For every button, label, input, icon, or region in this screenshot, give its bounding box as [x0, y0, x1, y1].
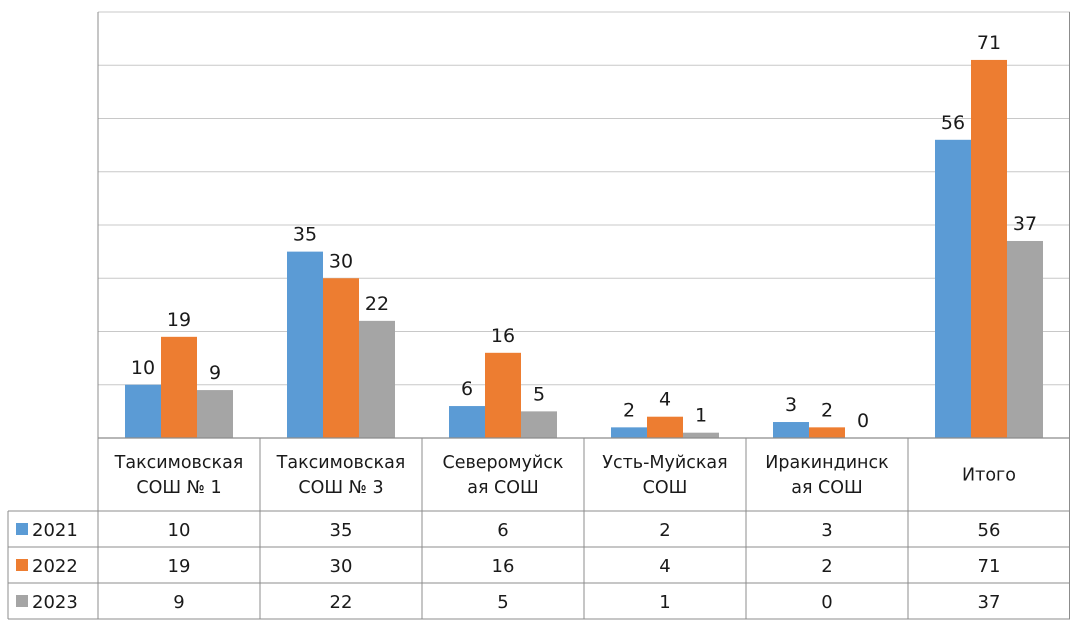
table-cell: 3 — [821, 520, 832, 541]
bar-2022-5 — [971, 59, 1007, 439]
table-cell: 35 — [330, 520, 353, 541]
table-cell: 16 — [492, 556, 515, 577]
bar-2021-4 — [773, 422, 809, 438]
table-cell: 37 — [978, 592, 1001, 613]
data-labels: 10 19 9 35 30 22 6 16 5 2 4 1 3 2 0 56 71 37 — [131, 32, 1037, 432]
category-label: Иракиндинск — [765, 453, 888, 473]
data-label: 37 — [1013, 213, 1037, 235]
category-label: СОШ № 1 — [136, 478, 221, 498]
bar-2022-4 — [809, 427, 845, 438]
table-cell: 10 — [168, 520, 191, 541]
table-cell: 0 — [821, 592, 832, 613]
table-cell: 22 — [330, 592, 353, 613]
bar-2022-0 — [161, 336, 197, 438]
legend-label: 2022 — [32, 556, 78, 577]
legend-key-2022 — [16, 559, 28, 571]
table-cell: 6 — [497, 520, 508, 541]
bar-2021-5 — [935, 139, 971, 439]
bar-2022-2 — [485, 352, 521, 438]
bar-2023-2 — [521, 411, 557, 438]
table-cell: 4 — [659, 556, 670, 577]
data-label: 22 — [365, 293, 389, 315]
bars — [125, 59, 1043, 439]
table-cell: 2 — [659, 520, 670, 541]
data-label: 16 — [491, 325, 515, 347]
bar-2023-3 — [683, 432, 719, 438]
bar-2022-1 — [323, 278, 359, 438]
gridlines — [98, 11, 1070, 386]
data-label: 6 — [461, 378, 473, 400]
data-label: 35 — [293, 224, 317, 246]
category-label: Северомуйск — [442, 453, 563, 473]
table-cell: 56 — [978, 520, 1001, 541]
data-label: 19 — [167, 309, 191, 331]
table-cell: 19 — [168, 556, 191, 577]
data-label: 2 — [821, 399, 833, 421]
category-label: ая СОШ — [791, 478, 863, 498]
legend-label: 2021 — [32, 520, 78, 541]
category-label: Усть-Муйская — [602, 453, 727, 473]
table-cell: 9 — [173, 592, 184, 613]
data-label: 1 — [695, 405, 707, 427]
bar-2023-0 — [197, 390, 233, 438]
data-label: 3 — [785, 394, 797, 416]
bar-2023-5 — [1007, 240, 1043, 438]
data-label: 9 — [209, 362, 221, 384]
bar-2021-3 — [611, 427, 647, 438]
bar-2021-0 — [125, 384, 161, 438]
table-cell: 5 — [497, 592, 508, 613]
category-label: СОШ № 3 — [298, 478, 383, 498]
data-label: 10 — [131, 357, 155, 379]
table-cell: 30 — [330, 556, 353, 577]
category-label: СОШ — [643, 478, 688, 498]
legend-key-2023 — [16, 595, 28, 607]
data-label: 30 — [329, 250, 353, 272]
category-label: Таксимовская — [114, 453, 244, 473]
data-label: 0 — [857, 410, 869, 432]
table-cell: 2 — [821, 556, 832, 577]
category-label: Итого — [962, 466, 1016, 486]
bar-2023-1 — [359, 320, 395, 438]
table-cell: 71 — [978, 556, 1001, 577]
category-label: ая СОШ — [467, 478, 539, 498]
bar-2022-3 — [647, 416, 683, 438]
bar-2021-2 — [449, 406, 485, 438]
data-label: 4 — [659, 389, 671, 411]
data-table: Таксимовская СОШ № 1 Таксимовская СОШ № 3 Се… — [7, 438, 1070, 620]
bar-2021-1 — [287, 251, 323, 438]
legend-key-2021 — [16, 523, 28, 535]
category-label: Таксимовская — [276, 453, 406, 473]
data-label: 71 — [977, 32, 1001, 54]
data-label: 56 — [941, 112, 965, 134]
legend-label: 2023 — [32, 592, 78, 613]
data-label: 2 — [623, 399, 635, 421]
table-cell: 1 — [659, 592, 670, 613]
data-label: 5 — [533, 383, 545, 405]
